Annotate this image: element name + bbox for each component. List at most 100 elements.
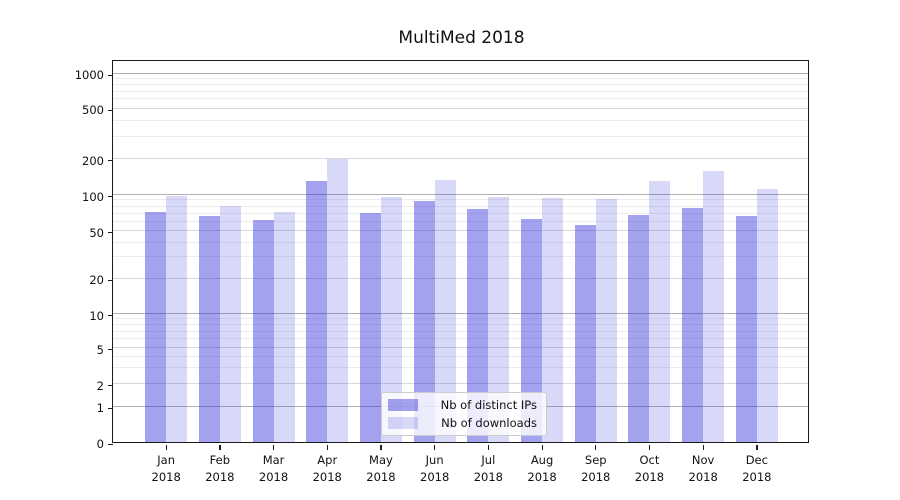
gridline-y-70 xyxy=(113,212,808,214)
xtick-month: Mar xyxy=(262,453,285,467)
ytick-label-20: 20 xyxy=(89,273,104,287)
bar-jun-downloads xyxy=(434,180,456,442)
xtick-mark-apr xyxy=(326,445,328,450)
xtick-mark-jul xyxy=(487,445,490,450)
chart-title: MultiMed 2018 xyxy=(398,28,525,48)
bar-feb-distinct-ips xyxy=(198,216,220,442)
ytick-mark-500 xyxy=(108,109,113,111)
gridline-y-8 xyxy=(113,323,808,325)
bar-sep-distinct-ips xyxy=(574,224,596,442)
gridline-y-6 xyxy=(113,338,808,340)
legend-swatch-distinct-ips xyxy=(388,399,418,411)
xtick-label-may: May 2018 xyxy=(349,452,413,485)
ytick-label-1000: 1000 xyxy=(74,68,104,82)
bar-jan-downloads xyxy=(166,196,188,442)
ytick-mark-5 xyxy=(108,349,113,351)
xtick-label-nov: Nov 2018 xyxy=(671,452,735,485)
ytick-label-500: 500 xyxy=(82,103,104,117)
gridline-y-9 xyxy=(113,318,808,320)
xtick-mark-feb xyxy=(219,445,221,450)
gridline-y-80 xyxy=(113,205,808,207)
gridline-y-100 xyxy=(113,194,808,195)
ytick-mark-0 xyxy=(108,443,113,445)
xtick-month: Feb xyxy=(209,453,231,467)
bar-jan-distinct-ips xyxy=(145,211,167,442)
ytick-mark-10 xyxy=(108,315,113,317)
bar-aug-downloads xyxy=(542,198,564,442)
gridline-y-2 xyxy=(113,383,808,384)
xtick-month: Jan xyxy=(157,453,176,467)
gridline-y-900 xyxy=(113,77,808,79)
gridline-y-10 xyxy=(113,313,808,314)
ytick-label-2: 2 xyxy=(96,378,104,393)
bar-apr-downloads xyxy=(327,159,349,442)
gridline-y-5 xyxy=(113,347,808,348)
ytick-label-0: 0 xyxy=(96,437,104,451)
xtick-label-mar: Mar 2018 xyxy=(242,452,306,485)
ytick-mark-100 xyxy=(108,196,113,198)
xtick-year: 2018 xyxy=(151,469,181,484)
bar-aug-distinct-ips xyxy=(521,219,543,442)
xtick-year: 2018 xyxy=(581,469,611,484)
bar-jun-distinct-ips xyxy=(413,201,435,442)
bar-dec-downloads xyxy=(756,189,778,442)
ytick-mark-1 xyxy=(108,407,113,409)
xtick-month: Jun xyxy=(425,453,444,467)
xtick-month: Apr xyxy=(317,453,338,467)
bar-nov-distinct-ips xyxy=(682,208,704,442)
bar-nov-downloads xyxy=(703,171,725,442)
gridline-y-50 xyxy=(113,230,808,231)
xtick-mark-jun xyxy=(434,445,436,450)
xtick-month: Dec xyxy=(745,453,768,467)
ytick-mark-2 xyxy=(108,385,113,387)
bar-mar-downloads xyxy=(273,211,295,442)
xtick-label-sep: Sep 2018 xyxy=(564,452,628,485)
bar-feb-downloads xyxy=(219,206,241,442)
gridline-y-7 xyxy=(113,330,808,332)
bar-oct-distinct-ips xyxy=(628,215,650,442)
ytick-label-1: 1 xyxy=(96,401,104,415)
xtick-month: Nov xyxy=(691,453,715,467)
xtick-month: Jul xyxy=(481,453,496,467)
xtick-label-jun: Jun 2018 xyxy=(403,452,467,485)
xtick-label-feb: Feb 2018 xyxy=(188,452,252,485)
xtick-year: 2018 xyxy=(527,469,557,484)
bar-may-downloads xyxy=(380,197,402,442)
xtick-month: Oct xyxy=(639,453,660,467)
xtick-year: 2018 xyxy=(205,469,235,484)
ytick-mark-1000 xyxy=(108,74,113,76)
xtick-mark-mar xyxy=(273,445,275,450)
gridline-y-4 xyxy=(113,355,808,357)
ytick-label-100: 100 xyxy=(82,189,104,204)
legend-label-distinct-ips: Nb of distinct IPs xyxy=(440,398,537,412)
gridline-y-500 xyxy=(113,107,808,109)
xtick-mark-dec xyxy=(756,445,758,450)
legend-swatch-downloads xyxy=(388,417,418,429)
xtick-label-jul: Jul 2018 xyxy=(456,452,520,485)
gridline-y-400 xyxy=(113,119,808,121)
gridline-y-600 xyxy=(113,98,808,100)
xtick-mark-may xyxy=(380,445,382,450)
gridline-y-300 xyxy=(113,135,808,137)
xtick-year: 2018 xyxy=(688,469,718,484)
bar-sep-downloads xyxy=(595,198,617,442)
legend: Nb of distinct IPs Nb of downloads xyxy=(381,392,547,436)
xtick-mark-nov xyxy=(702,445,704,450)
bar-oct-downloads xyxy=(649,180,671,442)
xtick-year: 2018 xyxy=(420,469,450,484)
xtick-month: May xyxy=(369,453,393,467)
legend-item-downloads: Nb of downloads xyxy=(388,416,537,430)
gridline-y-700 xyxy=(113,90,808,92)
bar-apr-distinct-ips xyxy=(306,181,328,442)
gridline-y-800 xyxy=(113,83,808,85)
ytick-mark-20 xyxy=(108,279,113,281)
ytick-mark-50 xyxy=(108,232,113,234)
xtick-mark-aug xyxy=(541,445,543,450)
plot-area xyxy=(112,60,809,443)
ytick-mark-200 xyxy=(108,160,113,162)
bar-jul-distinct-ips xyxy=(467,209,489,442)
xtick-mark-jan xyxy=(165,445,167,450)
xtick-year: 2018 xyxy=(366,469,396,484)
bar-mar-distinct-ips xyxy=(252,220,274,442)
